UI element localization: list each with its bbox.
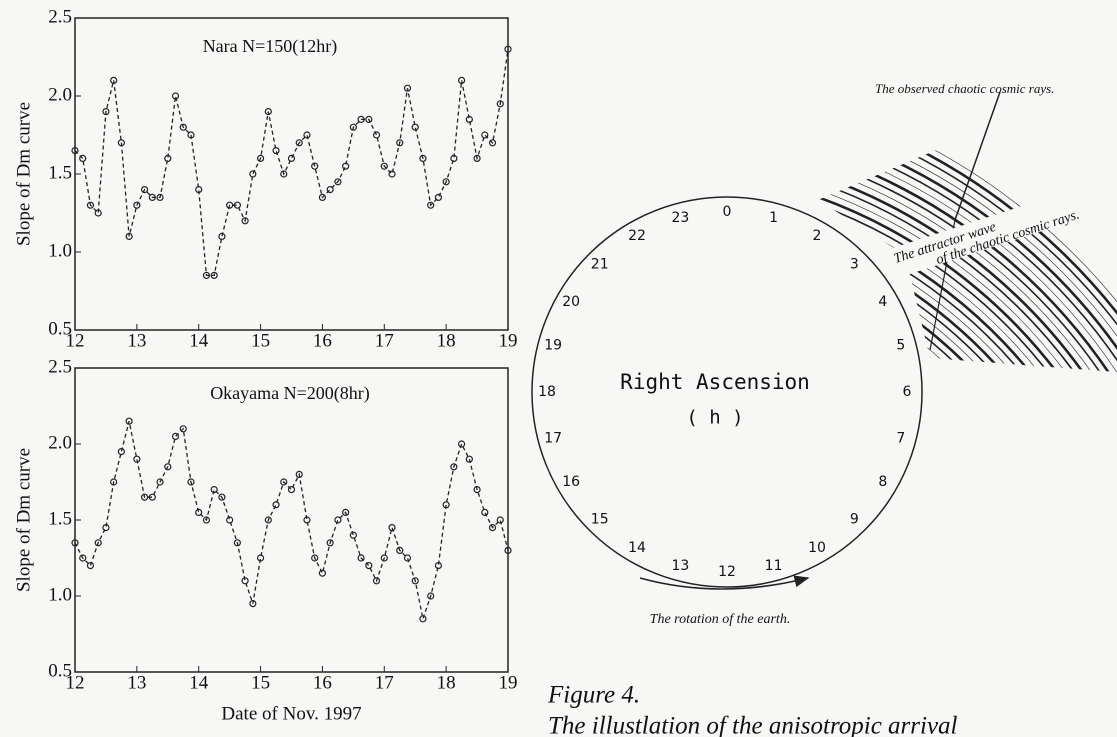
x-tick-label: 12 [66, 330, 85, 351]
data-point [350, 532, 356, 538]
data-point [389, 525, 395, 531]
data-point [173, 433, 179, 439]
ray-line [782, 252, 1047, 474]
y-tick-label: 1.0 [48, 584, 72, 605]
data-point [335, 517, 341, 523]
x-tick-label: 18 [437, 330, 456, 351]
hour-label: 1 [769, 210, 778, 226]
data-line [75, 421, 508, 619]
data-point [404, 555, 410, 561]
x-axis-label: Date of Nov. 1997 [221, 703, 361, 724]
hour-label: 21 [591, 257, 609, 273]
data-point [289, 155, 295, 161]
data-point [87, 563, 93, 569]
x-tick-label: 17 [375, 672, 394, 693]
figure-number: Figure 4. [547, 682, 640, 709]
data-point [273, 502, 279, 508]
hour-label: 17 [544, 431, 562, 447]
hour-label: 3 [850, 257, 859, 273]
center-label: Right Ascension [620, 370, 810, 394]
x-tick-label: 16 [313, 330, 332, 351]
rotation-label: The rotation of the earth. [650, 612, 791, 627]
hour-label: 14 [628, 540, 646, 556]
data-point [482, 132, 488, 138]
hour-label: 11 [765, 558, 783, 574]
hour-label: 22 [628, 228, 646, 244]
y-tick-label: 1.5 [48, 508, 72, 529]
hour-label: 16 [562, 474, 580, 490]
chart: 0.51.01.52.02.51213141516171819Okayama N… [13, 356, 517, 724]
plot-frame [75, 18, 508, 330]
data-point [435, 194, 441, 200]
data-point [227, 517, 233, 523]
hour-label: 18 [538, 384, 556, 400]
cosmic-ray-lines [776, 105, 1117, 483]
data-point [327, 187, 333, 193]
observed-label: The observed chaotic cosmic rays. [875, 81, 1054, 96]
hour-label: 23 [671, 210, 689, 226]
chart-title: Okayama N=200(8hr) [210, 383, 370, 404]
ray-line [819, 138, 1117, 417]
data-point [273, 148, 279, 154]
caption-text: The illustlation of the anisotropic arri… [548, 713, 958, 737]
y-tick-label: 2.0 [48, 84, 72, 105]
x-tick-label: 19 [499, 672, 518, 693]
x-tick-label: 14 [189, 672, 209, 693]
data-point [482, 509, 488, 515]
hour-label: 9 [850, 511, 859, 527]
y-tick-label: 2.5 [48, 6, 72, 27]
hour-label: 13 [671, 558, 689, 574]
data-point [366, 563, 372, 569]
data-point [250, 171, 256, 177]
x-tick-label: 18 [437, 672, 456, 693]
x-tick-label: 15 [251, 672, 270, 693]
data-point [459, 441, 465, 447]
hour-label: 15 [591, 511, 609, 527]
charts: 0.51.01.52.02.51213141516171819Nara N=15… [13, 6, 517, 724]
hour-label: 4 [878, 294, 887, 310]
x-tick-label: 15 [251, 330, 270, 351]
data-point [420, 616, 426, 622]
y-tick-label: 1.5 [48, 162, 72, 183]
data-line [75, 49, 508, 275]
x-tick-label: 12 [66, 672, 85, 693]
hour-label: 8 [878, 474, 887, 490]
plot-frame [75, 368, 508, 672]
chart-title: Nara N=150(12hr) [203, 36, 338, 57]
ray-line [778, 265, 1035, 480]
x-tick-label: 13 [127, 330, 146, 351]
x-tick-label: 14 [189, 330, 209, 351]
y-axis-label: Slope of Dm curve [13, 102, 34, 246]
data-point [289, 487, 295, 493]
hour-label: 5 [896, 337, 905, 353]
ray-line [776, 272, 1029, 484]
x-tick-label: 16 [313, 672, 332, 693]
hour-label: 12 [718, 564, 736, 580]
hour-label: 20 [562, 294, 580, 310]
hour-label: 2 [813, 228, 822, 244]
hour-label: 0 [723, 204, 732, 220]
x-tick-label: 19 [499, 330, 518, 351]
data-point [319, 570, 325, 576]
y-tick-label: 2.5 [48, 356, 72, 377]
figure: 0.51.01.52.02.51213141516171819Nara N=15… [0, 0, 1117, 737]
ra-diagram: Right Ascension ( h ) The rotation of th… [532, 81, 1117, 627]
unit-label: ( h ) [686, 407, 743, 429]
hour-label: 6 [903, 384, 912, 400]
y-tick-label: 2.0 [48, 432, 72, 453]
ray-line [824, 125, 1117, 411]
hour-label: 7 [896, 431, 905, 447]
hour-label: 19 [544, 337, 562, 353]
chart: 0.51.01.52.02.51213141516171819Nara N=15… [13, 6, 517, 351]
hour-label: 10 [808, 540, 826, 556]
x-tick-label: 13 [127, 672, 146, 693]
x-tick-label: 17 [375, 330, 394, 351]
ray-line [787, 238, 1060, 467]
y-axis-label: Slope of Dm curve [13, 448, 34, 592]
y-tick-label: 1.0 [48, 240, 72, 261]
data-point [374, 132, 380, 138]
